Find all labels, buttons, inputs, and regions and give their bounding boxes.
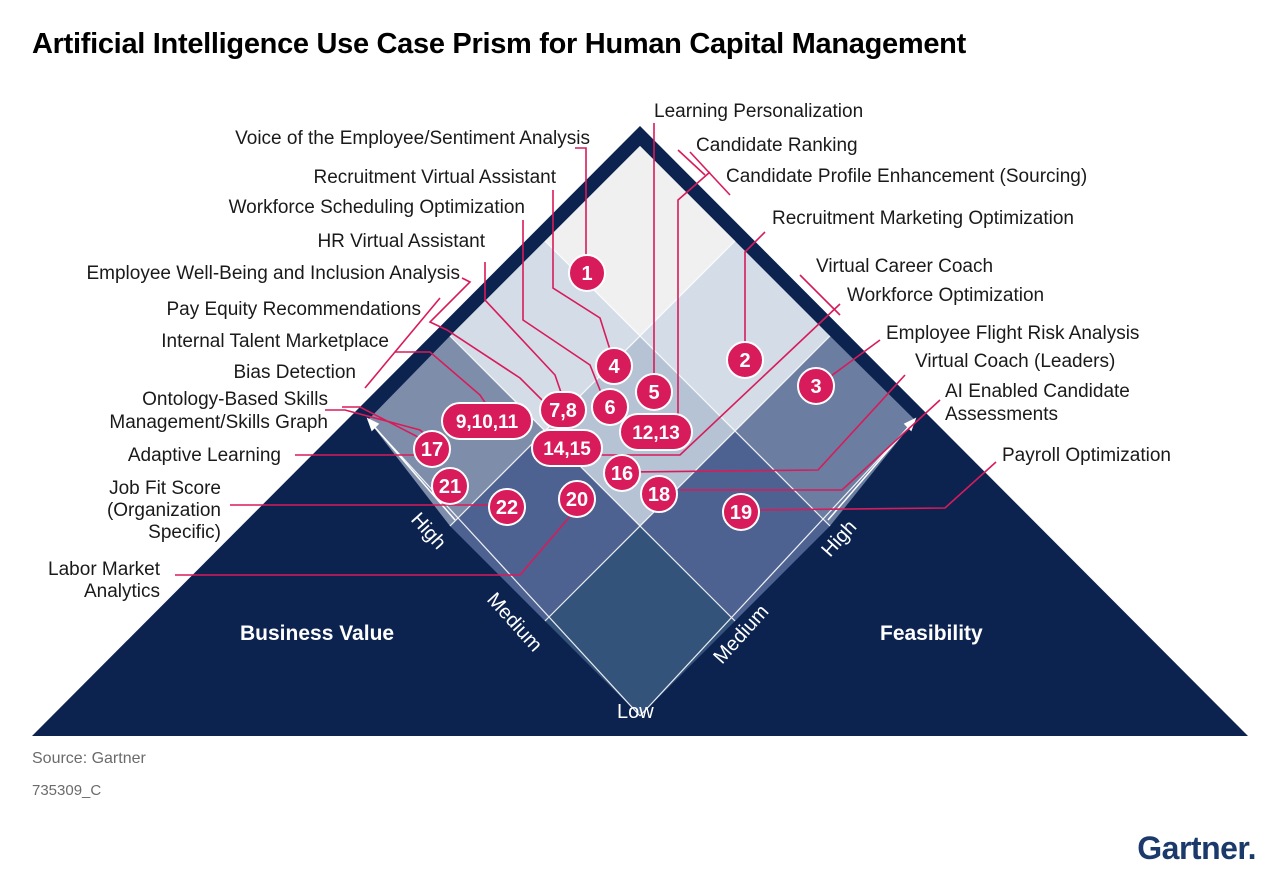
badge-4	[595, 347, 633, 385]
label-employee-flight-risk: Employee Flight Risk Analysis	[886, 323, 1139, 344]
badge-21	[431, 467, 469, 505]
badge-3	[797, 367, 835, 405]
label-ontology-line1: Ontology-Based Skills	[142, 389, 328, 410]
badge-label: 9,10,11	[456, 412, 519, 433]
badges	[413, 254, 835, 531]
badge-label: 7,8	[549, 400, 577, 422]
badge-20	[558, 480, 596, 518]
document-id: 735309_C	[32, 782, 102, 799]
badge-12-13	[619, 413, 693, 451]
label-adaptive-learning: Adaptive Learning	[128, 445, 281, 466]
badge-label: 12,13	[632, 423, 680, 444]
badge-22	[488, 488, 526, 526]
badge-7-8	[539, 391, 587, 429]
label-employee-well-being: Employee Well-Being and Inclusion Analys…	[86, 263, 460, 284]
label-workforce-scheduling: Workforce Scheduling Optimization	[229, 197, 525, 218]
label-job-fit-line3: Specific)	[148, 522, 221, 543]
badge-label: 5	[648, 382, 659, 404]
badge-label: 17	[421, 439, 443, 461]
badge-label: 21	[439, 476, 461, 498]
badge-19	[722, 493, 760, 531]
badge-1	[568, 254, 606, 292]
badge-18	[640, 475, 678, 513]
labels-right: Learning Personalization Candidate Ranki…	[654, 101, 1171, 466]
axis-low: Low	[617, 701, 654, 723]
label-voice-of-employee: Voice of the Employee/Sentiment Analysis	[235, 128, 590, 149]
label-virtual-coach-leaders: Virtual Coach (Leaders)	[915, 351, 1115, 372]
badge-label: 1	[581, 263, 592, 285]
label-hr-virtual-assistant: HR Virtual Assistant	[317, 231, 485, 252]
label-pay-equity: Pay Equity Recommendations	[166, 299, 421, 320]
labels-left: Voice of the Employee/Sentiment Analysis…	[48, 128, 590, 602]
label-ai-assessments-line2: Assessments	[945, 404, 1058, 425]
badge-17	[413, 430, 451, 468]
badge-label: 14,15	[543, 439, 591, 460]
label-learning-personalization: Learning Personalization	[654, 101, 863, 122]
badge-label: 2	[739, 350, 750, 372]
page-title: Artificial Intelligence Use Case Prism f…	[32, 28, 966, 60]
badge-5	[635, 373, 673, 411]
label-ai-assessments-line1: AI Enabled Candidate	[945, 381, 1130, 402]
badge-label: 16	[611, 463, 633, 485]
label-labor-market-line2: Analytics	[84, 581, 160, 602]
badge-label: 3	[810, 376, 821, 398]
gartner-logo: Gartner.	[1137, 830, 1256, 866]
badge-label: 18	[648, 484, 670, 506]
label-payroll-optimization: Payroll Optimization	[1002, 445, 1171, 466]
label-bias-detection: Bias Detection	[233, 362, 356, 383]
label-labor-market-line1: Labor Market	[48, 559, 161, 580]
label-recruitment-virtual-assistant: Recruitment Virtual Assistant	[313, 167, 556, 188]
badge-label: 19	[730, 502, 752, 524]
label-ontology-line2: Management/Skills Graph	[109, 412, 328, 433]
badge-label: 22	[496, 497, 518, 519]
label-candidate-profile: Candidate Profile Enhancement (Sourcing)	[726, 166, 1087, 187]
label-recruitment-marketing: Recruitment Marketing Optimization	[772, 208, 1074, 229]
label-workforce-optimization: Workforce Optimization	[847, 285, 1044, 306]
label-virtual-career-coach: Virtual Career Coach	[816, 256, 993, 277]
badge-6	[591, 388, 629, 426]
dimension-business-value: Business Value	[240, 622, 394, 645]
badge-9-11	[441, 402, 533, 440]
badge-16	[603, 454, 641, 492]
label-candidate-ranking: Candidate Ranking	[696, 135, 858, 156]
label-job-fit-line2: (Organization	[107, 500, 221, 521]
badge-label: 6	[604, 397, 615, 419]
label-job-fit-line1: Job Fit Score	[109, 478, 221, 499]
badge-labels: 1 2 3 4 5 6 7,8 9,10,11 12,13 14,15 16 1…	[421, 263, 822, 524]
badge-label: 20	[566, 489, 588, 511]
dimension-feasibility: Feasibility	[880, 622, 983, 645]
source-note: Source: Gartner	[32, 750, 146, 767]
badge-label: 4	[608, 356, 620, 378]
badge-14-15	[531, 429, 603, 467]
badge-2	[726, 341, 764, 379]
label-internal-talent-marketplace: Internal Talent Marketplace	[161, 331, 389, 352]
